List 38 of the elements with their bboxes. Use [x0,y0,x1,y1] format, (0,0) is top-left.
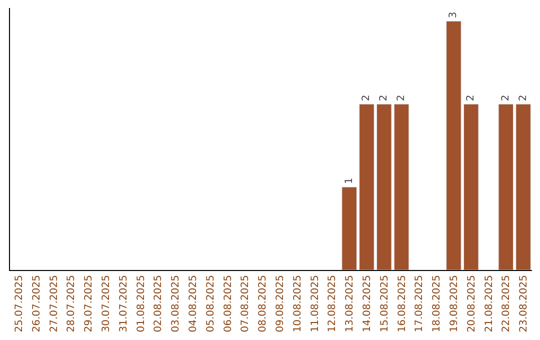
data-label: 2 [518,94,529,102]
x-tick-label: 20.08.2025 [466,275,478,332]
data-label: 2 [361,94,372,102]
x-tick-label: 04.08.2025 [188,275,199,332]
x-tick-label: 02.08.2025 [153,275,164,332]
x-tick-label: 28.07.2025 [66,275,78,332]
x-tick-label: 31.07.2025 [118,275,130,332]
x-tick-label: 09.08.2025 [274,275,286,332]
data-label: 2 [500,94,512,102]
x-tick-label: 18.08.2025 [432,275,443,332]
x-tick-label: 27.07.2025 [48,275,60,332]
x-tick-label: 22.08.2025 [501,275,512,332]
x-tick-label: 25.07.2025 [14,275,25,332]
data-label: 2 [396,94,407,102]
data-label: 3 [448,12,460,18]
x-tick-label: 29.07.2025 [84,275,95,332]
x-tick-label: 08.08.2025 [258,275,269,332]
data-label: 2 [378,94,390,102]
x-tick-label: 03.08.2025 [170,275,182,332]
x-tick-label: 26.07.2025 [31,275,42,332]
x-tick-label: 13.08.2025 [344,275,356,332]
x-tick-label: 19.08.2025 [448,275,460,332]
x-tick-label: 05.08.2025 [205,275,216,332]
x-tick-label: 10.08.2025 [292,275,304,332]
data-label: 2 [466,94,477,102]
x-tick-label: 12.08.2025 [327,275,338,332]
x-tick-label: 16.08.2025 [396,275,408,332]
x-tick-label: 17.08.2025 [414,275,426,332]
x-tick-label: 15.08.2025 [379,275,390,332]
x-tick-label: 14.08.2025 [362,275,373,332]
x-tick-label: 23.08.2025 [518,275,530,332]
x-tick-label: 07.08.2025 [240,275,252,332]
x-tick-label: 01.08.2025 [136,275,147,332]
x-tick-label: 11.08.2025 [310,275,321,332]
x-tick-label: 30.07.2025 [100,275,112,332]
data-label: 1 [344,178,355,184]
x-tick-label: 06.08.2025 [222,275,234,332]
x-tick-label: 21.08.2025 [484,275,495,332]
